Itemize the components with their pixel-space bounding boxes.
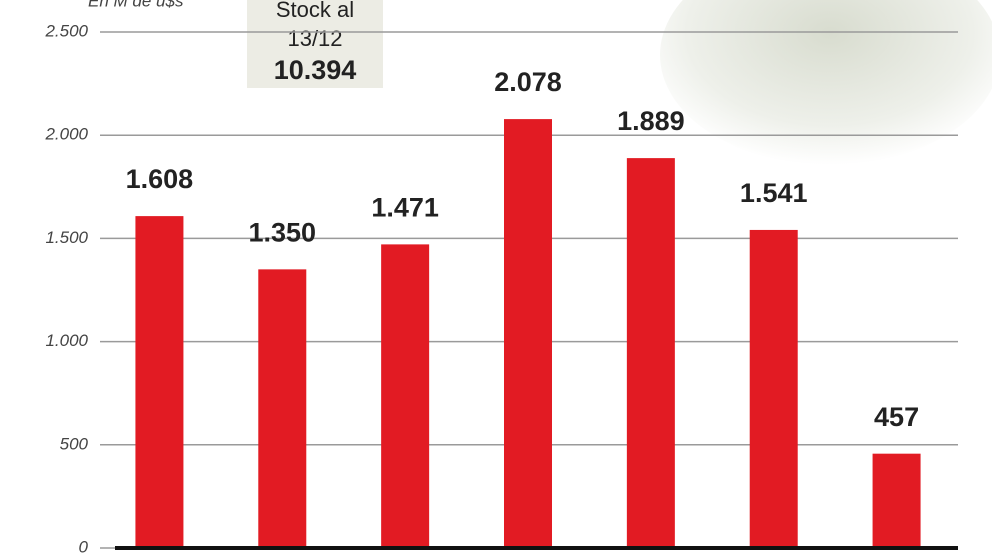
data-label: 1.471: [371, 193, 439, 223]
bar: [258, 269, 307, 548]
y-tick-label: 1.500: [45, 228, 88, 247]
y-axis-label: En M de u$s: [88, 0, 184, 10]
annotation-text: 13/12: [287, 26, 342, 51]
data-label: 1.889: [617, 106, 685, 136]
y-tick-label: 2.500: [44, 21, 88, 40]
data-label: 2.078: [494, 67, 562, 97]
data-label: 1.608: [126, 164, 194, 194]
y-tick-label: 500: [60, 434, 89, 453]
annotation-box: [247, 0, 383, 88]
annotation-text: Stock al: [276, 0, 354, 22]
bar: [872, 453, 921, 548]
bar: [749, 229, 798, 548]
y-tick-label: 0: [79, 537, 89, 556]
data-label: 1.350: [248, 217, 316, 247]
data-label: 1.541: [740, 178, 808, 208]
y-tick-label: 1.000: [45, 331, 88, 350]
bar: [504, 119, 552, 548]
bar: [381, 244, 430, 548]
bar: [135, 216, 184, 548]
bar: [626, 158, 675, 548]
background-image: [660, 0, 992, 165]
y-tick-label: 2.000: [44, 125, 88, 144]
data-label: 457: [874, 402, 919, 432]
annotation-total: 10.394: [274, 55, 357, 85]
